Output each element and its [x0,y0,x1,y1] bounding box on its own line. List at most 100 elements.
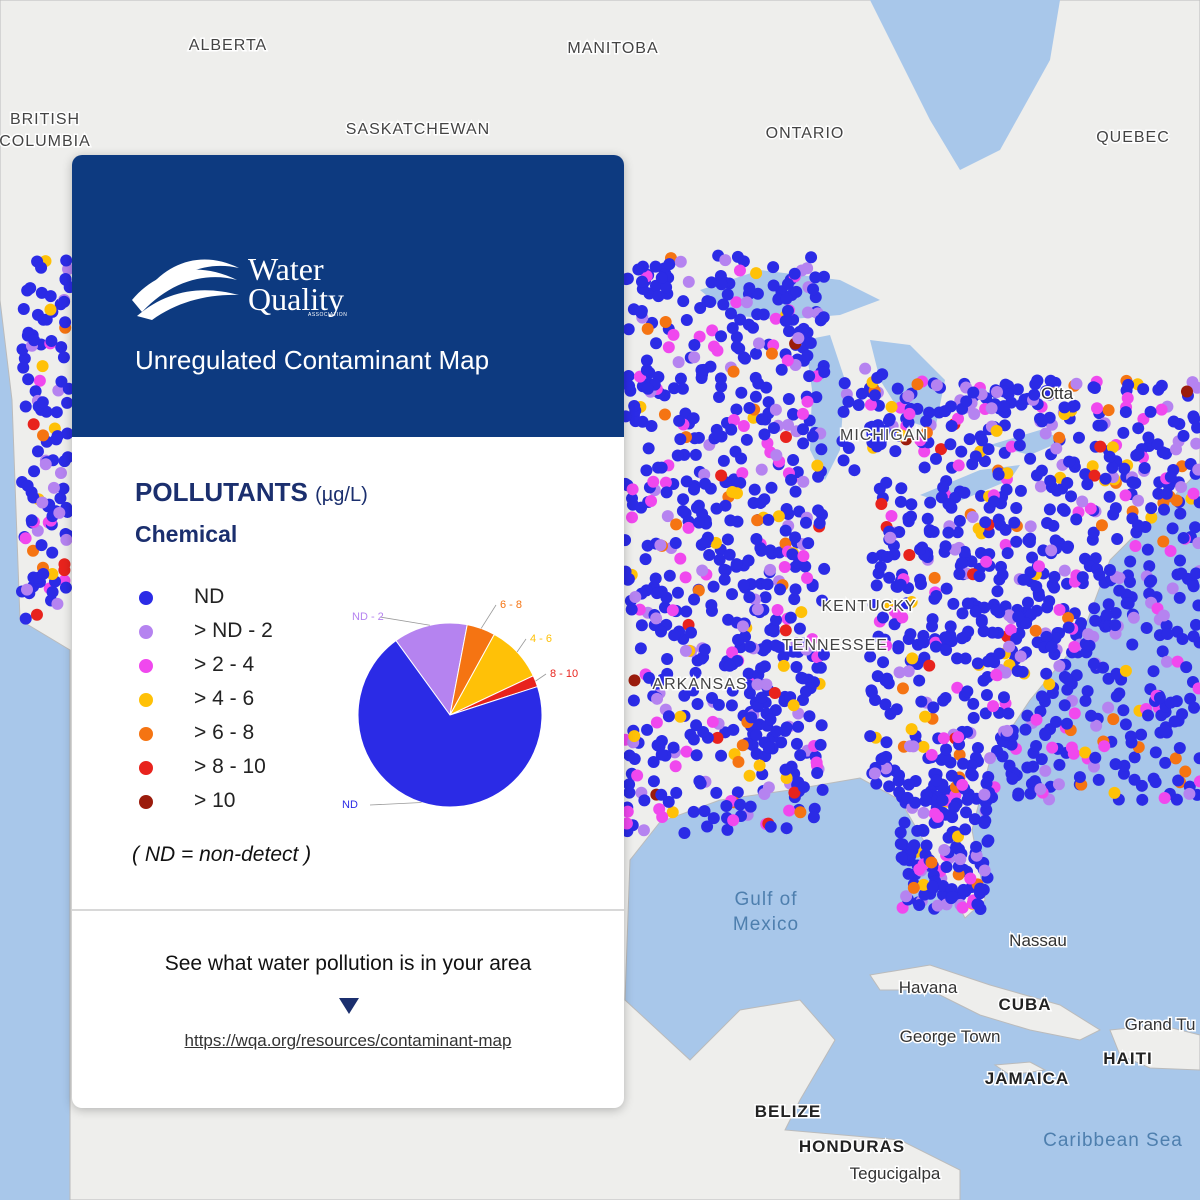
site-dot [788,593,801,606]
site-dot [977,625,990,638]
city-label: George Town [900,1027,1001,1046]
site-dot [842,442,855,455]
site-dot [1145,511,1158,524]
site-dot [736,739,749,752]
site-dot [661,667,674,680]
site-dot [961,685,974,698]
site-dot [703,548,716,561]
site-dot [1147,665,1160,678]
site-dot [1053,603,1066,616]
slice-label: 6 - 8 [500,599,522,611]
site-dot [769,312,782,325]
site-dot [940,582,953,595]
site-dot [939,631,952,644]
site-dot [734,798,747,811]
site-dot [973,570,986,583]
site-dot [662,710,675,723]
map-labels: ALBERTA MANITOBA BRITISH COLUMBIA SASKAT… [0,36,1197,1185]
site-dot [634,642,647,655]
site-dot [792,332,805,345]
site-dot [777,659,790,672]
site-dot [642,442,655,455]
site-dot [1088,602,1101,615]
legend-label: > 10 [194,789,236,812]
site-dot [654,539,667,552]
site-dot [921,512,934,525]
site-dot [669,537,682,550]
site-dot [749,371,762,384]
site-dot [674,372,687,385]
site-dot [1070,513,1083,526]
site-dot [744,640,757,653]
site-dot [1113,572,1126,585]
site-dot [918,888,931,901]
site-dot [744,800,757,813]
site-dot [621,805,634,818]
site-dot [1151,438,1164,451]
site-dot [59,316,72,329]
site-dot [781,278,794,291]
site-dot [1024,787,1037,800]
site-dot [970,849,983,862]
site-dot [713,553,726,566]
site-dot [749,390,762,403]
site-dot [662,795,675,808]
site-dot [914,578,927,591]
site-dot [645,420,658,433]
site-dot [971,898,984,911]
site-dot [1157,535,1170,548]
site-dot [19,400,32,413]
site-dot [990,386,1003,399]
site-dot [1167,415,1180,428]
site-dot [742,554,755,567]
site-dot [790,660,803,673]
site-dot [1102,404,1115,417]
site-dot [786,548,799,561]
site-dot [914,543,927,556]
site-dot [1166,522,1179,535]
site-dot [944,438,957,451]
site-dot [1087,526,1100,539]
site-dot [781,304,794,317]
site-dot [942,831,955,844]
site-dot [1161,628,1174,641]
site-dot [875,753,888,766]
site-dot [870,579,883,592]
site-dot [730,296,743,309]
city-label: Nassau [1009,931,1067,950]
site-dot [801,572,814,585]
site-dot [917,878,930,891]
site-dot [898,816,911,829]
site-dot [779,624,792,637]
site-dot [647,475,660,488]
site-dot [682,275,695,288]
site-dot [1193,775,1200,788]
site-dot [712,698,725,711]
site-dot [667,741,680,754]
site-dot [864,398,877,411]
site-dot [779,524,792,537]
site-dot [658,408,671,421]
site-dot [44,290,57,303]
site-dot [655,788,668,801]
site-dot [768,687,781,700]
site-dot [737,255,750,268]
site-dot [980,555,993,568]
link[interactable]: https://wqa.org/resources/contaminant-ma… [184,1031,512,1050]
legend-label: > ND - 2 [194,619,273,642]
site-dot [968,813,981,826]
legend-swatch [139,795,153,809]
site-dot [979,516,992,529]
site-dot [694,777,707,790]
site-dot [740,433,753,446]
site-dot [1102,598,1115,611]
site-dot [805,251,818,264]
site-dot [674,710,687,723]
site-dot [726,646,739,659]
site-dot [1122,378,1135,391]
site-dot [710,502,723,515]
site-dot [635,305,648,318]
site-dot [1119,718,1132,731]
site-dot [641,382,654,395]
site-dot [987,700,1000,713]
